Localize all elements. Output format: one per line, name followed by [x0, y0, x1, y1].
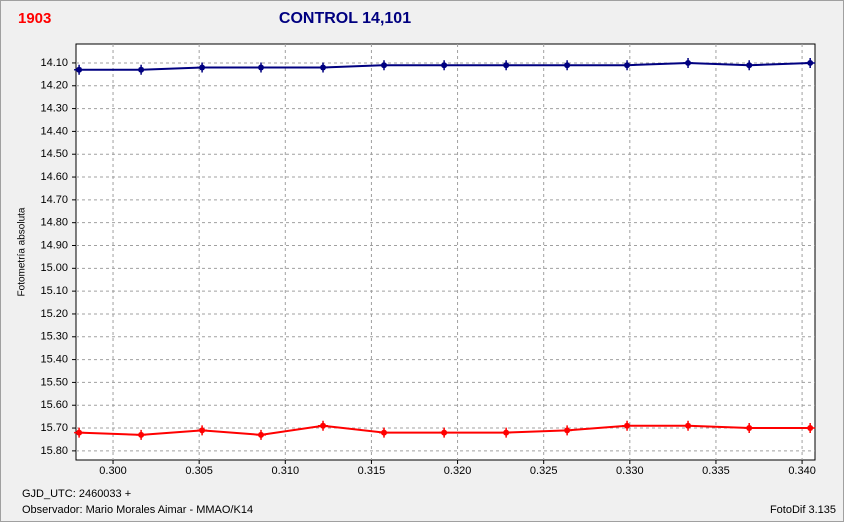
marker [136, 64, 147, 75]
chart-title: CONTROL 14,101 [279, 10, 411, 27]
y-tick-label: 15.50 [40, 376, 68, 388]
y-tick-label: 14.10 [40, 57, 68, 69]
marker [744, 423, 755, 434]
marker [683, 420, 694, 431]
marker [197, 425, 208, 436]
marker [74, 427, 85, 438]
marker [439, 427, 450, 438]
x-tick-label: 0.330 [616, 465, 644, 477]
y-tick-label: 15.00 [40, 262, 68, 274]
marker [439, 60, 450, 71]
y-tick-label: 15.30 [40, 331, 68, 343]
marker [136, 429, 147, 440]
marker [744, 60, 755, 71]
y-tick-label: 15.40 [40, 354, 68, 366]
y-tick-label: 15.10 [40, 285, 68, 297]
marker [197, 62, 208, 73]
series-label: 1903 [18, 10, 51, 27]
x-axis-label: GJD_UTC: 2460033 + [22, 488, 131, 500]
marker [622, 420, 633, 431]
x-tick-label: 0.315 [358, 465, 386, 477]
y-tick-label: 14.80 [40, 217, 68, 229]
y-axis-label: Fotometría absoluta [17, 207, 28, 296]
marker [562, 425, 573, 436]
x-tick-label: 0.320 [444, 465, 472, 477]
marker [256, 62, 267, 73]
x-tick-label: 0.305 [185, 465, 213, 477]
marker [256, 429, 267, 440]
marker [318, 62, 329, 73]
marker [622, 60, 633, 71]
y-tick-label: 15.20 [40, 308, 68, 320]
marker [318, 420, 329, 431]
y-tick-label: 15.70 [40, 422, 68, 434]
y-tick-label: 14.30 [40, 102, 68, 114]
marker [379, 427, 390, 438]
y-tick-label: 15.80 [40, 445, 68, 457]
x-tick-label: 0.300 [99, 465, 127, 477]
x-tick-label: 0.340 [788, 465, 816, 477]
x-tick-label: 0.310 [272, 465, 300, 477]
marker [683, 57, 694, 68]
marker [501, 60, 512, 71]
marker [805, 423, 816, 434]
y-tick-label: 14.60 [40, 171, 68, 183]
marker [74, 64, 85, 75]
marker [501, 427, 512, 438]
marker [805, 57, 816, 68]
plot-area [75, 43, 816, 461]
marker [379, 60, 390, 71]
y-tick-label: 15.60 [40, 399, 68, 411]
y-tick-label: 14.40 [40, 125, 68, 137]
software-version: FotoDif 3.135 [770, 504, 836, 516]
y-tick-label: 14.20 [40, 80, 68, 92]
x-tick-label: 0.325 [530, 465, 558, 477]
y-tick-label: 14.50 [40, 148, 68, 160]
y-tick-label: 14.70 [40, 194, 68, 206]
marker [562, 60, 573, 71]
observer: Observador: Mario Morales Aimar - MMAO/K… [22, 504, 253, 516]
x-tick-label: 0.335 [702, 465, 730, 477]
y-tick-label: 14.90 [40, 239, 68, 251]
